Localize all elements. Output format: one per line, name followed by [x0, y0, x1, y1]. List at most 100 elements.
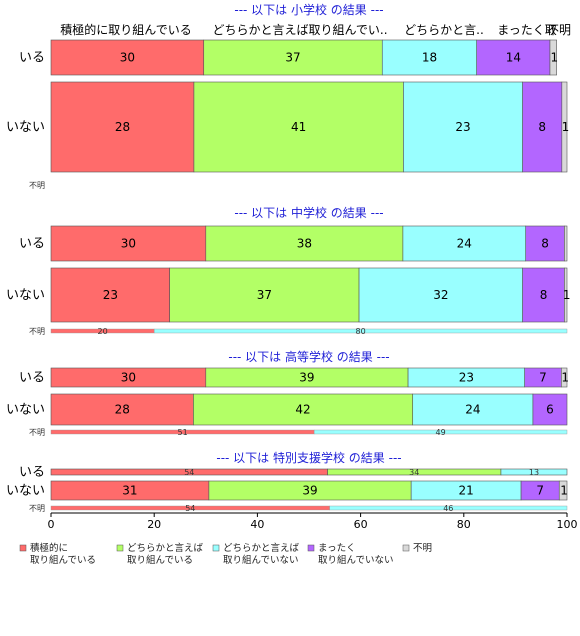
- bar-segment: [549, 39, 557, 76]
- data-label: 24: [457, 237, 472, 251]
- data-label: 42: [295, 403, 310, 417]
- data-label: 38: [297, 237, 312, 251]
- bar-segment: [500, 468, 568, 476]
- data-label: 18: [422, 51, 437, 65]
- data-label: 39: [299, 371, 314, 385]
- category-header-label: どちらかと言..: [404, 23, 484, 37]
- data-label: 39: [302, 484, 317, 498]
- unknown-bar-segment: [153, 328, 568, 334]
- category-header-label: 積極的に取り組んでいる: [60, 22, 191, 37]
- bar-segment: [50, 267, 170, 323]
- bar-segment: [203, 39, 383, 76]
- bar-segment: [402, 225, 527, 262]
- data-label: 41: [291, 120, 306, 134]
- row-label: いない: [6, 120, 45, 135]
- legend-swatch: [212, 544, 220, 552]
- bar-segment: [205, 225, 404, 262]
- data-label: 7: [536, 484, 544, 498]
- legend-label: 積極的に: [30, 542, 68, 554]
- bar-segment: [50, 225, 207, 262]
- unknown-bar-segment: [329, 505, 568, 511]
- panel-title: --- 以下は 高等学校 の結果 ---: [228, 349, 389, 364]
- data-label: 34: [409, 468, 419, 477]
- unknown-data-label: 51: [177, 428, 187, 437]
- legend-label: 取り組んでいる: [127, 554, 193, 566]
- legend-label: 取り組んでいない: [318, 554, 394, 566]
- unknown-row-label: 不明: [29, 181, 45, 190]
- data-label: 23: [455, 120, 470, 134]
- row-label: いない: [6, 484, 45, 499]
- bar-segment: [50, 81, 195, 173]
- data-label: 30: [121, 371, 136, 385]
- data-label: 1: [560, 484, 568, 498]
- data-label: 1: [561, 371, 569, 385]
- bar-segment: [561, 367, 568, 388]
- row-label: いない: [6, 288, 45, 303]
- data-label: 1: [563, 288, 571, 302]
- row-label: いない: [6, 403, 45, 418]
- data-label: 8: [541, 237, 549, 251]
- data-label: 21: [458, 484, 473, 498]
- legend-label: まったく: [318, 543, 356, 554]
- data-label: 1: [551, 51, 559, 65]
- data-label: 32: [433, 288, 448, 302]
- data-label: 14: [506, 51, 521, 65]
- data-label: 13: [529, 468, 539, 477]
- data-label: 23: [459, 371, 474, 385]
- category-header-label: まったく取: [497, 23, 557, 37]
- data-label: 28: [115, 403, 130, 417]
- unknown-data-label: 80: [356, 327, 366, 336]
- panel-title: --- 以下は 特別支援学校 の結果 ---: [216, 450, 401, 465]
- unknown-data-label: 20: [98, 327, 108, 336]
- x-tick-label: 40: [250, 518, 264, 531]
- data-label: 8: [540, 288, 548, 302]
- bar-segment: [558, 480, 568, 501]
- x-tick-label: 60: [354, 518, 368, 531]
- legend-label: 取り組んでいない: [223, 554, 299, 566]
- legend-swatch: [402, 544, 410, 552]
- bar-segment: [522, 267, 565, 323]
- row-label: いる: [19, 465, 45, 480]
- data-label: 30: [120, 51, 135, 65]
- x-tick-label: 80: [457, 518, 471, 531]
- legend-label: どちらかと言えば: [127, 542, 204, 554]
- unknown-row-label: 不明: [29, 504, 45, 513]
- data-label: 28: [115, 120, 130, 134]
- bar-segment: [169, 267, 360, 323]
- bar-segment: [532, 393, 568, 426]
- data-label: 23: [103, 288, 118, 302]
- bar-segment: [561, 81, 568, 173]
- legend-label: 不明: [413, 543, 432, 554]
- panel-title: --- 以下は 中学校 の結果 ---: [234, 205, 383, 220]
- x-tick-label: 0: [48, 518, 55, 531]
- bar-segment: [403, 81, 523, 173]
- data-label: 8: [538, 120, 546, 134]
- unknown-data-label: 54: [185, 504, 195, 513]
- row-label: いる: [19, 51, 45, 66]
- category-header-label: どちらかと言えば取り組んでい..: [212, 23, 387, 37]
- data-label: 24: [465, 403, 480, 417]
- data-label: 37: [257, 288, 272, 302]
- data-label: 1: [562, 120, 570, 134]
- legend-label: どちらかと言えば: [223, 542, 300, 554]
- unknown-row-label: 不明: [29, 428, 45, 437]
- data-label: 54: [184, 468, 194, 477]
- x-tick-label: 100: [557, 518, 578, 531]
- data-label: 7: [539, 371, 547, 385]
- category-header-label: 不明: [547, 23, 571, 37]
- bar-segment: [412, 393, 534, 426]
- data-label: 30: [121, 237, 136, 251]
- x-tick-label: 20: [147, 518, 161, 531]
- unknown-data-label: 49: [435, 428, 445, 437]
- bar-segment: [522, 81, 563, 173]
- bar-segment: [193, 393, 414, 426]
- row-label: いる: [19, 371, 45, 386]
- panel-title: --- 以下は 小学校 の結果 ---: [234, 2, 383, 17]
- row-label: いる: [19, 237, 45, 252]
- data-label: 31: [122, 484, 137, 498]
- legend-swatch: [307, 544, 315, 552]
- legend-label: 取り組んでいる: [30, 554, 96, 566]
- bar-segment: [358, 267, 523, 323]
- bar-segment: [50, 393, 194, 426]
